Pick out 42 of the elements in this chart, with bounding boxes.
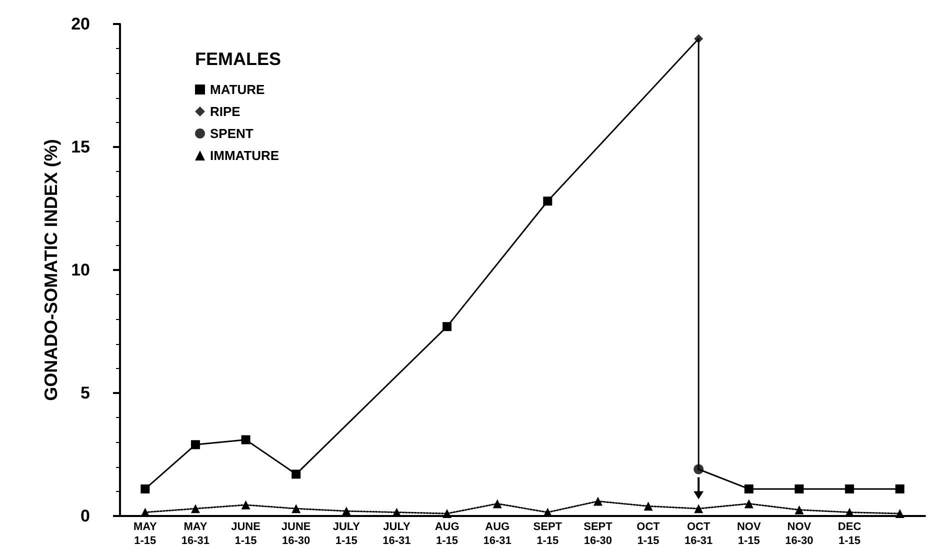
point xyxy=(190,504,200,514)
point xyxy=(292,470,301,479)
legend-label: RIPE xyxy=(210,104,241,119)
x-tick-label: NOV 1-15 xyxy=(736,521,762,547)
x-tick-label: AUG 16-31 xyxy=(483,521,512,547)
point xyxy=(241,435,250,444)
x-tick-label: SEPT 1-15 xyxy=(533,521,562,547)
legend-label: MATURE xyxy=(210,82,265,97)
point xyxy=(442,509,452,518)
point xyxy=(140,484,150,494)
point xyxy=(292,504,301,514)
y-tick-label: 0 xyxy=(80,506,90,526)
point xyxy=(593,496,602,506)
x-tick-label: AUG 1-15 xyxy=(434,521,460,547)
legend-label: IMMATURE xyxy=(210,148,280,163)
point xyxy=(492,499,502,508)
point xyxy=(794,505,804,514)
point xyxy=(895,509,904,518)
x-tick-label: MAY 1-15 xyxy=(133,521,158,547)
x-tick-label: OCT 1-15 xyxy=(636,521,660,547)
x-tick-label: OCT 16-31 xyxy=(684,521,713,547)
y-tick-label: 5 xyxy=(80,384,90,402)
point xyxy=(190,440,200,450)
point xyxy=(694,504,704,514)
point xyxy=(342,506,351,516)
y-axis-title: GONADO-SOMATIC INDEX (%) xyxy=(41,139,61,401)
x-tick-label: JULY 1-15 xyxy=(332,521,361,547)
point xyxy=(241,500,250,510)
x-tick-label: JUNE 1-15 xyxy=(231,521,260,547)
legend-label: SPENT xyxy=(210,126,254,141)
x-tick-label: NOV 16-30 xyxy=(785,521,814,547)
x-tick-label: DEC 1-15 xyxy=(838,521,862,547)
point xyxy=(644,502,653,511)
x-tick-label: SEPT 16-30 xyxy=(584,521,613,547)
y-tick-label: 10 xyxy=(71,260,90,280)
x-tick-label: JULY 16-31 xyxy=(382,521,411,547)
legend-title: FEMALES xyxy=(195,49,282,69)
x-tick-label: MAY 16-31 xyxy=(181,521,210,547)
point xyxy=(744,499,754,508)
y-tick-label: 15 xyxy=(71,138,90,156)
x-tick-label: JUNE 16-30 xyxy=(281,521,311,547)
y-tick-label: 20 xyxy=(71,14,90,34)
